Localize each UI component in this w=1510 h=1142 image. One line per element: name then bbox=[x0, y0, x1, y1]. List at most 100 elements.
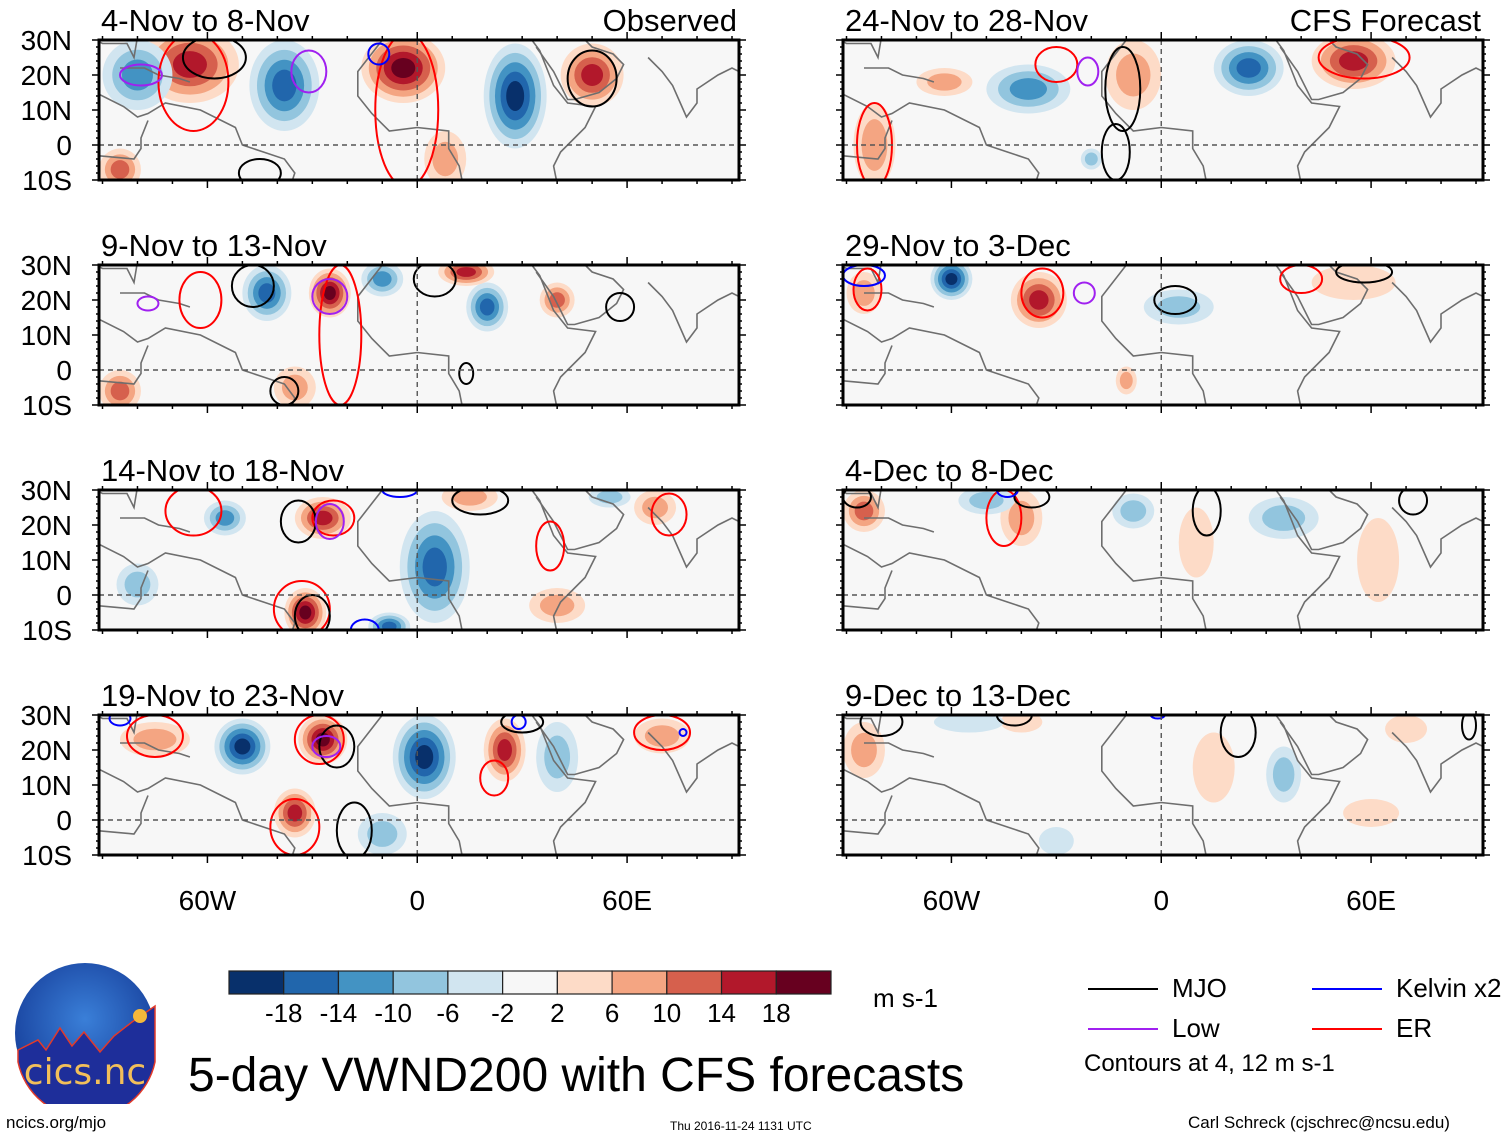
map-background bbox=[843, 715, 1483, 855]
legend-swatch-er bbox=[1312, 1027, 1382, 1030]
positive-anomaly-shade bbox=[1116, 53, 1151, 97]
x-tick-label: 60W bbox=[179, 885, 237, 916]
wave-contours bbox=[118, 40, 618, 180]
colorbar-swatch bbox=[666, 970, 723, 995]
caribbean-islands bbox=[120, 742, 191, 758]
africa-west-coast bbox=[1101, 490, 1207, 630]
wave-contours bbox=[859, 715, 1478, 758]
arabia-coast bbox=[1279, 265, 1369, 326]
south-america-west-coast bbox=[843, 120, 893, 160]
arabia-coast bbox=[535, 715, 625, 776]
negative-anomaly-shade bbox=[933, 715, 1004, 733]
colorbar-swatch bbox=[556, 970, 613, 995]
negative-anomaly-shade bbox=[506, 81, 525, 111]
legend-label-mjo: MJO bbox=[1172, 973, 1227, 1003]
colorbar-swatch bbox=[392, 970, 449, 995]
contour-mjo bbox=[181, 40, 247, 80]
y-tick-label: 10S bbox=[22, 165, 72, 196]
india-coast bbox=[1391, 506, 1483, 569]
negative-anomaly-shade bbox=[415, 745, 434, 769]
y-tick-label: 30N bbox=[21, 700, 72, 731]
negative-anomaly-shade bbox=[1236, 58, 1261, 78]
positive-anomaly-shade bbox=[281, 374, 308, 401]
y-tick-label: 10S bbox=[22, 390, 72, 421]
south-america-west-coast bbox=[843, 345, 893, 385]
anomaly-field bbox=[99, 40, 624, 180]
contour-er bbox=[650, 492, 688, 537]
y-tick-label: 0 bbox=[56, 355, 72, 386]
source-link[interactable]: ncics.org/mjo bbox=[6, 1113, 107, 1132]
negative-anomaly-shade bbox=[596, 490, 623, 504]
africa-west-coast bbox=[356, 265, 463, 405]
africa-east-coast bbox=[530, 265, 597, 405]
positive-anomaly-shade bbox=[581, 64, 604, 86]
negative-anomaly-shade bbox=[234, 738, 251, 755]
y-tick-label: 10S bbox=[22, 840, 72, 871]
contour-mjo bbox=[843, 490, 872, 509]
x-tick-label: 60W bbox=[923, 885, 981, 916]
panel-title: 9-Nov to 13-Nov bbox=[101, 228, 327, 263]
x-tick-label: 60E bbox=[602, 885, 652, 916]
contour-mjo bbox=[605, 292, 636, 322]
colorbar-label: -14 bbox=[320, 998, 358, 1028]
arabia-coast bbox=[1279, 715, 1369, 776]
india-coast bbox=[1391, 281, 1483, 344]
contour-mjo bbox=[1013, 490, 1051, 509]
africa-west-coast bbox=[1101, 265, 1207, 405]
colorbar-swatch bbox=[502, 970, 558, 995]
colorbar-swatch bbox=[720, 970, 777, 995]
south-america-coast bbox=[843, 543, 1040, 630]
panel-title: 29-Nov to 3-Dec bbox=[845, 228, 1071, 263]
caribbean-islands bbox=[864, 742, 935, 758]
contour-kelvin-x2 bbox=[1149, 715, 1166, 720]
negative-anomaly-shade bbox=[969, 491, 1004, 510]
legend-label-er: ER bbox=[1396, 1013, 1433, 1043]
panel-title: 9-Dec to 13-Dec bbox=[845, 678, 1071, 713]
wave-contours bbox=[164, 490, 688, 630]
negative-anomaly-shade bbox=[1084, 152, 1098, 166]
y-tick-label: 20N bbox=[21, 510, 72, 541]
legend-low: Low bbox=[1088, 1013, 1220, 1044]
contour-mjo bbox=[335, 801, 373, 855]
africa-east-coast bbox=[530, 490, 597, 630]
contour-er bbox=[633, 715, 692, 751]
contour-mjo bbox=[1104, 46, 1142, 132]
x-tick-label: 0 bbox=[1153, 885, 1169, 916]
colorbar-label: 18 bbox=[762, 998, 791, 1028]
coastlines bbox=[843, 265, 1483, 405]
contour-kelvin-x2 bbox=[995, 490, 1019, 498]
contour-kelvin-x2 bbox=[381, 490, 419, 498]
coastlines bbox=[99, 490, 739, 630]
panel-title: 19-Nov to 23-Nov bbox=[101, 678, 344, 713]
y-tick-label: 20N bbox=[21, 60, 72, 91]
legend-swatch-mjo bbox=[1088, 987, 1158, 990]
africa-east-coast bbox=[1274, 490, 1341, 630]
positive-anomaly-shade bbox=[299, 605, 312, 620]
negative-anomaly-shade bbox=[372, 271, 392, 287]
contour-low bbox=[1072, 281, 1096, 305]
positive-anomaly-shade bbox=[539, 594, 575, 617]
india-coast bbox=[647, 731, 739, 794]
africa-west-coast bbox=[356, 715, 463, 855]
south-america-west-coast bbox=[99, 570, 149, 610]
positive-anomaly-shade bbox=[172, 51, 207, 78]
positive-anomaly-shade bbox=[642, 496, 668, 519]
contour-er bbox=[318, 265, 363, 405]
contour-kelvin-x2 bbox=[678, 728, 688, 737]
wave-contours bbox=[136, 265, 636, 405]
y-tick-label: 30N bbox=[21, 25, 72, 56]
contour-mjo bbox=[1153, 285, 1198, 315]
africa-west-coast bbox=[356, 40, 463, 180]
coastlines bbox=[99, 715, 739, 855]
negative-anomaly-shade bbox=[381, 621, 397, 630]
south-america-coast bbox=[843, 318, 1040, 405]
arabia-coast bbox=[535, 40, 625, 101]
colorbar-label: -6 bbox=[436, 998, 459, 1028]
legend-mjo: MJO bbox=[1088, 973, 1227, 1004]
y-tick-label: 30N bbox=[21, 475, 72, 506]
africa-west-coast bbox=[1101, 715, 1207, 855]
panel-label: CFS Forecast bbox=[1290, 3, 1482, 38]
positive-anomaly-shade bbox=[1357, 518, 1400, 602]
contour-mjo bbox=[1100, 123, 1131, 180]
negative-anomaly-shade bbox=[945, 273, 958, 285]
